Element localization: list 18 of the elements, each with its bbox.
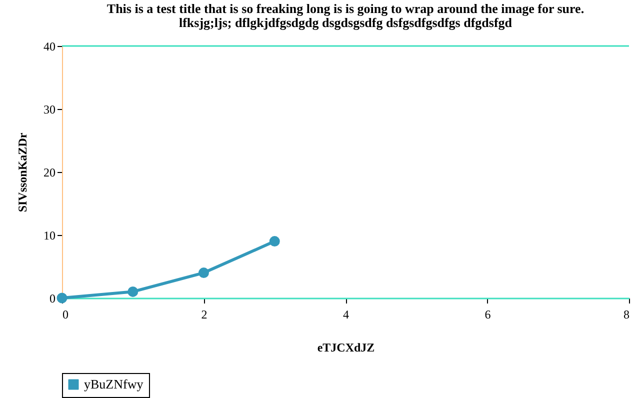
y-tick-label: 0 (50, 292, 56, 306)
legend-label: yBuZNfwy (84, 376, 144, 392)
x-tick-label: 8 (624, 308, 630, 322)
x-tick-label: 0 (62, 308, 68, 322)
x-tick-label: 6 (484, 308, 491, 322)
x-tick-label: 4 (343, 308, 349, 322)
x-tick-label: 2 (201, 308, 208, 322)
chart-title: This is a test title that is so freaking long is is going to wrap around the image for sure. lfksjg;ljs; dflgkjdfgsdgdg dsgdsgsdfg dsfgsdfgsdfgs dfgdsfgd (106, 1, 584, 30)
point (198, 268, 209, 278)
y-tick-label: 30 (44, 102, 56, 116)
y-tick-label: 10 (44, 228, 56, 242)
y-tick-label: 40 (44, 40, 56, 54)
point (56, 292, 68, 304)
y-axis-title: SIVssonKaZDr (16, 132, 30, 212)
x-axis-title: eTJCXdJZ (317, 340, 375, 354)
y-tick-label: 20 (44, 166, 56, 180)
point (128, 286, 138, 297)
point (269, 236, 280, 247)
